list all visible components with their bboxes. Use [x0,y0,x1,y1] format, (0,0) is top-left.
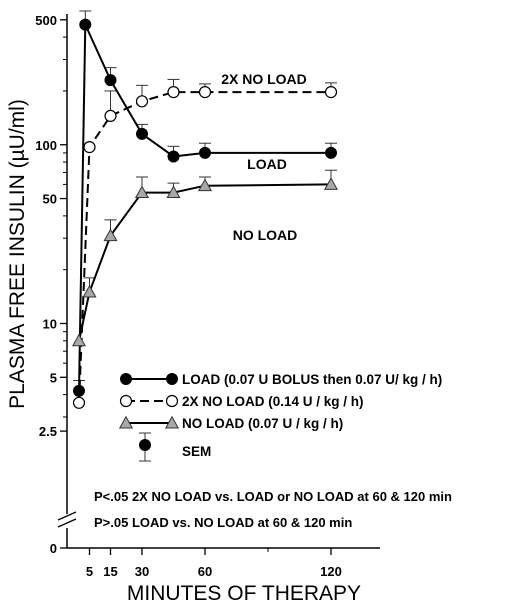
data-point [325,146,337,159]
x-axis-title: MINUTES OF THERAPY [127,582,361,605]
series-no-load [71,169,339,347]
data-point [104,109,117,123]
legend-label: 2X NO LOAD (0.14 U / kg / h) [182,394,364,409]
series-layer [71,10,339,409]
data-point [82,284,97,298]
y-tick-label: 0 [50,541,57,556]
x-tick-label: 5 [86,564,93,579]
legend-label: NO LOAD (0.07 U / kg / h) [182,416,343,431]
series-label: 2X NO LOAD [221,71,307,87]
data-point [197,178,213,192]
legend-marker [139,439,151,451]
legend-item: NO LOAD (0.07 U / kg / h) [118,415,343,431]
data-point [71,333,87,347]
legend-item: 2X NO LOAD (0.14 U / kg / h) [119,394,364,409]
y-tick-label: 100 [35,138,57,153]
data-point [72,396,86,409]
data-point [167,150,180,163]
axis-break-mark [57,518,77,528]
axis-break-mark [57,511,77,521]
legend-marker [119,394,133,408]
series-line [78,183,332,342]
annotations: P<.05 2X NO LOAD vs. LOAD or NO LOAD at … [94,489,452,530]
y-tick-label: 5 [50,370,57,385]
legend-label: LOAD (0.07 U BOLUS then 0.07 U/ kg / h) [182,372,442,387]
data-point [324,86,338,99]
legend: LOAD (0.07 U BOLUS then 0.07 U/ kg / h) 2… [118,372,442,462]
legend-item: SEM [139,432,211,462]
data-point [323,177,339,190]
data-point [104,74,117,87]
annotation: P<.05 2X NO LOAD vs. LOAD or NO LOAD at … [94,489,452,504]
x-tick-label: 15 [103,564,117,579]
legend-marker [166,373,178,385]
legend-marker [165,394,179,408]
data-point [135,95,149,108]
data-point [103,228,118,242]
legend-marker [118,415,134,429]
series-line [78,91,331,403]
series-2x-no-load [72,78,338,409]
y-axis-title: PLASMA FREE INSULIN (µU/ml) [6,99,29,409]
legend-marker [164,415,180,429]
series-load [73,10,337,397]
axes: 500 100 50 10 5 2.5 0 5 15 30 60 120 MINUTES OF THER… [6,13,380,605]
data-point [83,141,96,154]
legend-label: SEM [182,444,211,459]
data-point [79,18,92,31]
legend-item: LOAD (0.07 U BOLUS then 0.07 U/ kg / h) [120,372,442,387]
x-tick-label: 60 [198,564,212,579]
y-tick-label: 2.5 [39,424,57,439]
y-tick-label: 10 [43,317,57,332]
data-point [136,127,148,140]
y-tick-label: 500 [35,13,57,28]
data-point [199,146,211,159]
data-point [134,185,150,199]
data-point [198,86,212,99]
x-tick-label: 30 [135,564,149,579]
series-label: NO LOAD [233,227,298,243]
x-tick-label: 120 [320,564,342,579]
series-label: LOAD [247,156,287,172]
data-point [167,86,180,99]
series-labels: LOAD 2X NO LOAD NO LOAD [221,71,307,243]
annotation: P>.05 LOAD vs. NO LOAD at 60 & 120 min [94,515,352,530]
y-tick-label: 50 [43,192,57,207]
data-point [166,185,181,199]
legend-marker [120,373,132,385]
